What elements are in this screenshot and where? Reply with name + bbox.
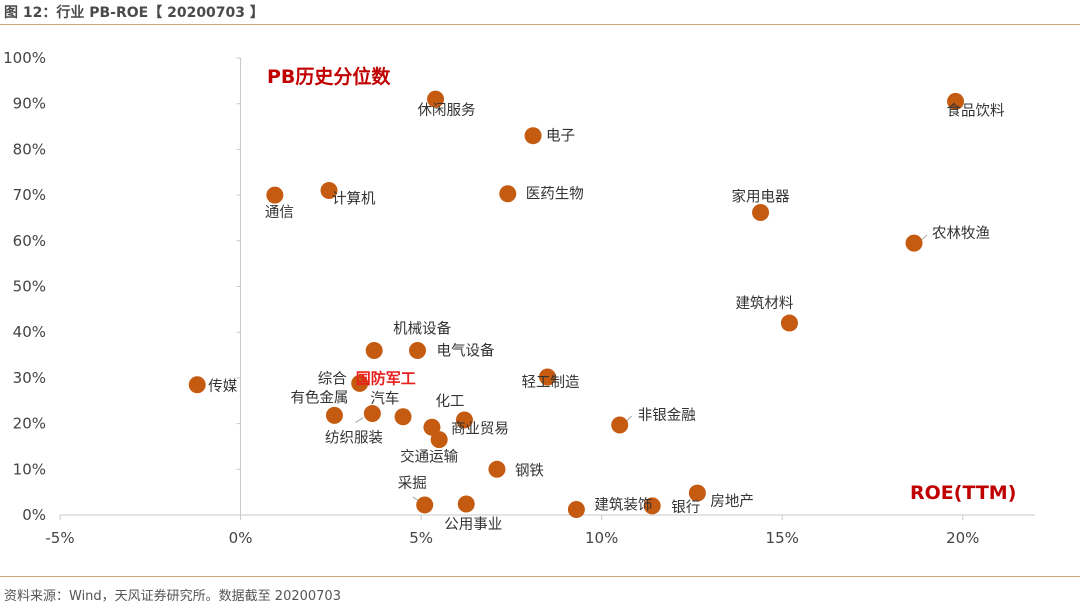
point-label-e5bbbae7ad91e8a385e9a5b0: 建筑装饰 bbox=[594, 497, 652, 514]
data-point-e5869ce69e97e789a7e6b894 bbox=[905, 234, 923, 252]
data-point-e59586e4b89ae8b4b8e69893 bbox=[423, 418, 441, 436]
source-note: 资料来源：Wind，天风证券研究所。数据截至 20200703 bbox=[4, 589, 341, 604]
x-tick-label: 5% bbox=[409, 529, 433, 547]
point-label-e9809ae4bfa1: 通信 bbox=[265, 204, 294, 221]
y-tick-label: 80% bbox=[13, 140, 46, 158]
data-point-e4bc91e997b2e69c8de58aa1 bbox=[427, 90, 445, 108]
point-label-e7bbbce59088: 综合 bbox=[318, 370, 347, 387]
point-label-e5aeb6e794a8e794b5e599a8: 家用电器 bbox=[732, 188, 790, 205]
data-point-e794b5e5ad90 bbox=[524, 127, 542, 145]
y-tick-label: 30% bbox=[13, 369, 46, 387]
y-tick-label: 0% bbox=[22, 506, 46, 524]
y-tick-label: 90% bbox=[13, 95, 46, 113]
bottom-rule bbox=[0, 576, 1080, 577]
point-label-e8aea1e7ae97e69cba: 计算机 bbox=[332, 191, 376, 208]
point-label-e59586e4b89ae8b4b8e69893: 商业贸易 bbox=[451, 420, 509, 437]
data-point-e69cbae6a2b0e8aebee5a487 bbox=[365, 341, 383, 359]
point-label-e794b5e5ad90: 电子 bbox=[546, 128, 575, 145]
data-point-e5aeb6e794a8e794b5e599a8 bbox=[752, 203, 770, 221]
y-tick-label: 60% bbox=[13, 232, 46, 250]
data-point-e98787e68e98 bbox=[416, 496, 434, 514]
y-tick-label: 10% bbox=[13, 460, 46, 478]
x-tick-label: 0% bbox=[229, 529, 253, 547]
y-tick-label: 70% bbox=[13, 186, 46, 204]
point-label-e5bbbae7ad91e69d90e69699: 建筑材料 bbox=[735, 295, 793, 312]
point-label-e4baa4e9809ae8bf90e8be93: 交通运输 bbox=[400, 448, 458, 466]
y-axis-annotation: PB历史分位数 bbox=[267, 65, 391, 88]
point-label-e9a39fe59381e9a5aee69699: 食品饮料 bbox=[947, 102, 1005, 119]
point-label-e993b6e8a18c: 银行 bbox=[671, 499, 700, 516]
data-point-e688bfe59cb0e4baa7 bbox=[688, 484, 706, 502]
data-point-e8aea1e7ae97e69cba bbox=[320, 182, 338, 200]
y-tick-label: 40% bbox=[13, 323, 46, 341]
point-label-e69cbae6a2b0e8aebee5a487: 机械设备 bbox=[393, 320, 451, 337]
point-label-e992a2e99381: 钢铁 bbox=[515, 462, 544, 479]
data-point-e794b5e6b094e8aebee5a487 bbox=[409, 341, 426, 359]
data-point-e9809ae4bfa1 bbox=[266, 186, 284, 204]
data-point-e5bbbae7ad91e8a385e9a5b0 bbox=[567, 501, 585, 519]
figure-title: 图 12：行业 PB-ROE【 20200703 】 bbox=[4, 5, 264, 21]
x-tick-label: -5% bbox=[45, 529, 74, 547]
data-point-e9a39fe59381e9a5aee69699 bbox=[947, 92, 965, 110]
data-point-e4bca0e5aa92 bbox=[188, 376, 206, 394]
point-label-e688bfe59cb0e4baa7: 房地产 bbox=[710, 493, 754, 510]
data-point-e585ace794a8e4ba8be4b89a bbox=[457, 495, 475, 513]
data-point-e5bbbae7ad91e69d90e69699 bbox=[780, 314, 798, 332]
point-label-e5869ce69e97e789a7e6b894: 农林牧渔 bbox=[932, 225, 990, 242]
y-tick-label: 50% bbox=[13, 278, 46, 296]
leader-line bbox=[355, 417, 364, 423]
x-axis-ticks: -5% 0% 5% 10% 15% 20% bbox=[45, 515, 979, 547]
data-point-e58c96e5b7a5 bbox=[455, 411, 473, 429]
data-point-e6b1bde8bda6 bbox=[363, 405, 381, 423]
highlight-label-e59bbde998b2e5869be5b7a5: 国防军工 bbox=[356, 369, 416, 387]
point-label-e7babae7bb87e69c8de8a385: 纺织服装 bbox=[325, 430, 383, 447]
y-tick-label: 20% bbox=[13, 415, 46, 433]
x-tick-label: 20% bbox=[946, 529, 979, 547]
data-point-e992a2e99381 bbox=[488, 460, 506, 478]
data-point-e7bbbce59088 bbox=[351, 374, 369, 392]
point-label-e8bdbbe5b7a5e588b6e980a0: 轻工制造 bbox=[522, 374, 580, 391]
data-point-e69c89e889b2e98791e5b19e bbox=[325, 406, 343, 424]
top-rule bbox=[0, 24, 1080, 25]
y-tick-label: 100% bbox=[3, 49, 46, 67]
point-label-e58cbbe88dafe7949fe789a9: 医药生物 bbox=[526, 186, 584, 203]
point-label-e585ace794a8e4ba8be4b89a: 公用事业 bbox=[444, 516, 502, 533]
data-point-e4baa4e9809ae8bf90e8be93 bbox=[430, 431, 448, 449]
point-label-e58c96e5b7a5: 化工 bbox=[435, 393, 464, 410]
point-label-e69c89e889b2e98791e5b19e: 有色金属 bbox=[290, 389, 348, 406]
point-label-e4bc91e997b2e69c8de58aa1: 休闲服务 bbox=[418, 102, 476, 119]
point-label-e99d9ee993b6e98791e89e8d: 非银金融 bbox=[638, 407, 696, 424]
data-point-e99d9ee993b6e98791e89e8d bbox=[611, 416, 629, 434]
x-axis-annotation: ROE(TTM) bbox=[910, 482, 1016, 504]
point-label-e6b1bde8bda6: 汽车 bbox=[370, 391, 399, 408]
y-axis-ticks: 0% 10% 20% 30% 40% 50% 60% 70% 80% 90% 100% bbox=[3, 49, 241, 524]
data-point-e993b6e8a18c bbox=[643, 497, 661, 515]
data-point-e58cbbe88dafe7949fe789a9 bbox=[499, 185, 517, 203]
point-label-e794b5e6b094e8aebee5a487: 电气设备 bbox=[437, 342, 495, 359]
point-label-e98787e68e98: 采掘 bbox=[398, 475, 427, 492]
x-tick-label: 15% bbox=[766, 529, 799, 547]
point-label-e4bca0e5aa92: 传媒 bbox=[208, 378, 237, 395]
x-tick-label: 10% bbox=[585, 529, 618, 547]
data-point-e8bdbbe5b7a5e588b6e980a0 bbox=[539, 368, 556, 386]
data-point-e7babae7bb87e69c8de8a385 bbox=[394, 408, 412, 426]
leader-line bbox=[920, 234, 928, 241]
data-points bbox=[188, 90, 965, 519]
